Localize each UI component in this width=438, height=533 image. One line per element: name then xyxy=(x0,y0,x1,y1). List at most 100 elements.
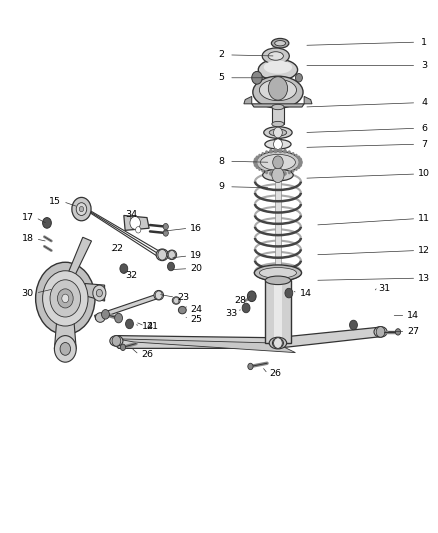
Text: 30: 30 xyxy=(22,288,34,297)
Circle shape xyxy=(258,167,261,171)
Circle shape xyxy=(57,289,73,308)
Circle shape xyxy=(295,167,298,171)
Ellipse shape xyxy=(272,338,283,348)
Text: 28: 28 xyxy=(234,296,246,305)
Text: 4: 4 xyxy=(421,98,427,107)
Ellipse shape xyxy=(178,306,186,314)
Text: 3: 3 xyxy=(421,61,427,70)
Ellipse shape xyxy=(275,41,286,46)
Text: 26: 26 xyxy=(270,369,282,378)
Ellipse shape xyxy=(269,129,287,136)
Ellipse shape xyxy=(263,169,293,181)
Text: 20: 20 xyxy=(190,264,202,273)
Circle shape xyxy=(254,162,258,167)
Text: 15: 15 xyxy=(49,197,61,206)
Circle shape xyxy=(278,148,283,154)
Circle shape xyxy=(265,171,268,174)
Circle shape xyxy=(120,344,126,351)
Polygon shape xyxy=(276,327,381,349)
Circle shape xyxy=(288,171,291,174)
Circle shape xyxy=(115,313,123,323)
Circle shape xyxy=(298,162,302,167)
Circle shape xyxy=(298,157,302,163)
Text: 34: 34 xyxy=(125,210,137,219)
Text: 5: 5 xyxy=(218,73,224,82)
Circle shape xyxy=(297,156,300,159)
Circle shape xyxy=(273,148,278,154)
Ellipse shape xyxy=(264,61,292,74)
Text: 25: 25 xyxy=(190,315,202,324)
Circle shape xyxy=(120,264,128,273)
Circle shape xyxy=(130,216,141,229)
Circle shape xyxy=(72,197,91,221)
Ellipse shape xyxy=(272,104,284,110)
Circle shape xyxy=(62,294,69,303)
Circle shape xyxy=(126,319,134,329)
Circle shape xyxy=(261,152,264,155)
Text: 19: 19 xyxy=(190,252,202,260)
Circle shape xyxy=(292,169,294,173)
Circle shape xyxy=(258,154,261,157)
Text: 12: 12 xyxy=(418,246,430,255)
Ellipse shape xyxy=(259,79,297,101)
Circle shape xyxy=(297,165,300,169)
Text: 23: 23 xyxy=(177,293,189,302)
Circle shape xyxy=(274,139,283,150)
Ellipse shape xyxy=(374,327,387,337)
Circle shape xyxy=(254,157,258,163)
Text: 32: 32 xyxy=(125,271,137,279)
Circle shape xyxy=(35,262,95,335)
Circle shape xyxy=(298,160,303,165)
Ellipse shape xyxy=(156,249,168,261)
Circle shape xyxy=(163,230,168,236)
Text: 16: 16 xyxy=(190,224,202,233)
Circle shape xyxy=(79,206,84,212)
Circle shape xyxy=(265,150,268,154)
Polygon shape xyxy=(304,96,312,104)
Circle shape xyxy=(247,291,256,302)
Circle shape xyxy=(167,262,174,271)
Circle shape xyxy=(272,167,284,182)
Text: 13: 13 xyxy=(418,273,430,282)
Circle shape xyxy=(273,171,278,176)
Text: 27: 27 xyxy=(407,327,419,336)
Circle shape xyxy=(273,156,283,168)
Ellipse shape xyxy=(154,290,163,300)
Circle shape xyxy=(163,223,168,230)
Polygon shape xyxy=(265,280,290,343)
Circle shape xyxy=(285,288,293,298)
Circle shape xyxy=(252,71,262,84)
Text: 14: 14 xyxy=(142,321,154,330)
Circle shape xyxy=(102,310,110,319)
Circle shape xyxy=(295,74,302,82)
Polygon shape xyxy=(274,280,283,343)
Text: 14: 14 xyxy=(300,288,311,297)
Circle shape xyxy=(396,329,401,335)
Text: 11: 11 xyxy=(418,214,430,223)
Circle shape xyxy=(76,203,87,215)
Ellipse shape xyxy=(272,38,289,48)
Ellipse shape xyxy=(261,155,295,170)
Circle shape xyxy=(42,217,51,228)
Text: 1: 1 xyxy=(421,38,427,47)
Text: 14: 14 xyxy=(407,311,419,320)
Text: 7: 7 xyxy=(421,140,427,149)
Circle shape xyxy=(269,171,273,176)
Polygon shape xyxy=(276,124,281,279)
Circle shape xyxy=(54,336,76,362)
Polygon shape xyxy=(95,293,161,320)
Text: 26: 26 xyxy=(141,350,153,359)
Circle shape xyxy=(283,171,287,176)
Text: 8: 8 xyxy=(218,157,224,166)
Circle shape xyxy=(274,127,283,138)
Ellipse shape xyxy=(95,313,105,322)
Text: 22: 22 xyxy=(112,244,124,253)
Ellipse shape xyxy=(254,265,301,281)
Ellipse shape xyxy=(268,52,283,60)
Ellipse shape xyxy=(265,140,291,149)
Circle shape xyxy=(242,303,250,313)
Text: 9: 9 xyxy=(218,182,224,191)
Circle shape xyxy=(136,227,141,233)
Circle shape xyxy=(168,251,175,259)
Circle shape xyxy=(269,149,273,154)
